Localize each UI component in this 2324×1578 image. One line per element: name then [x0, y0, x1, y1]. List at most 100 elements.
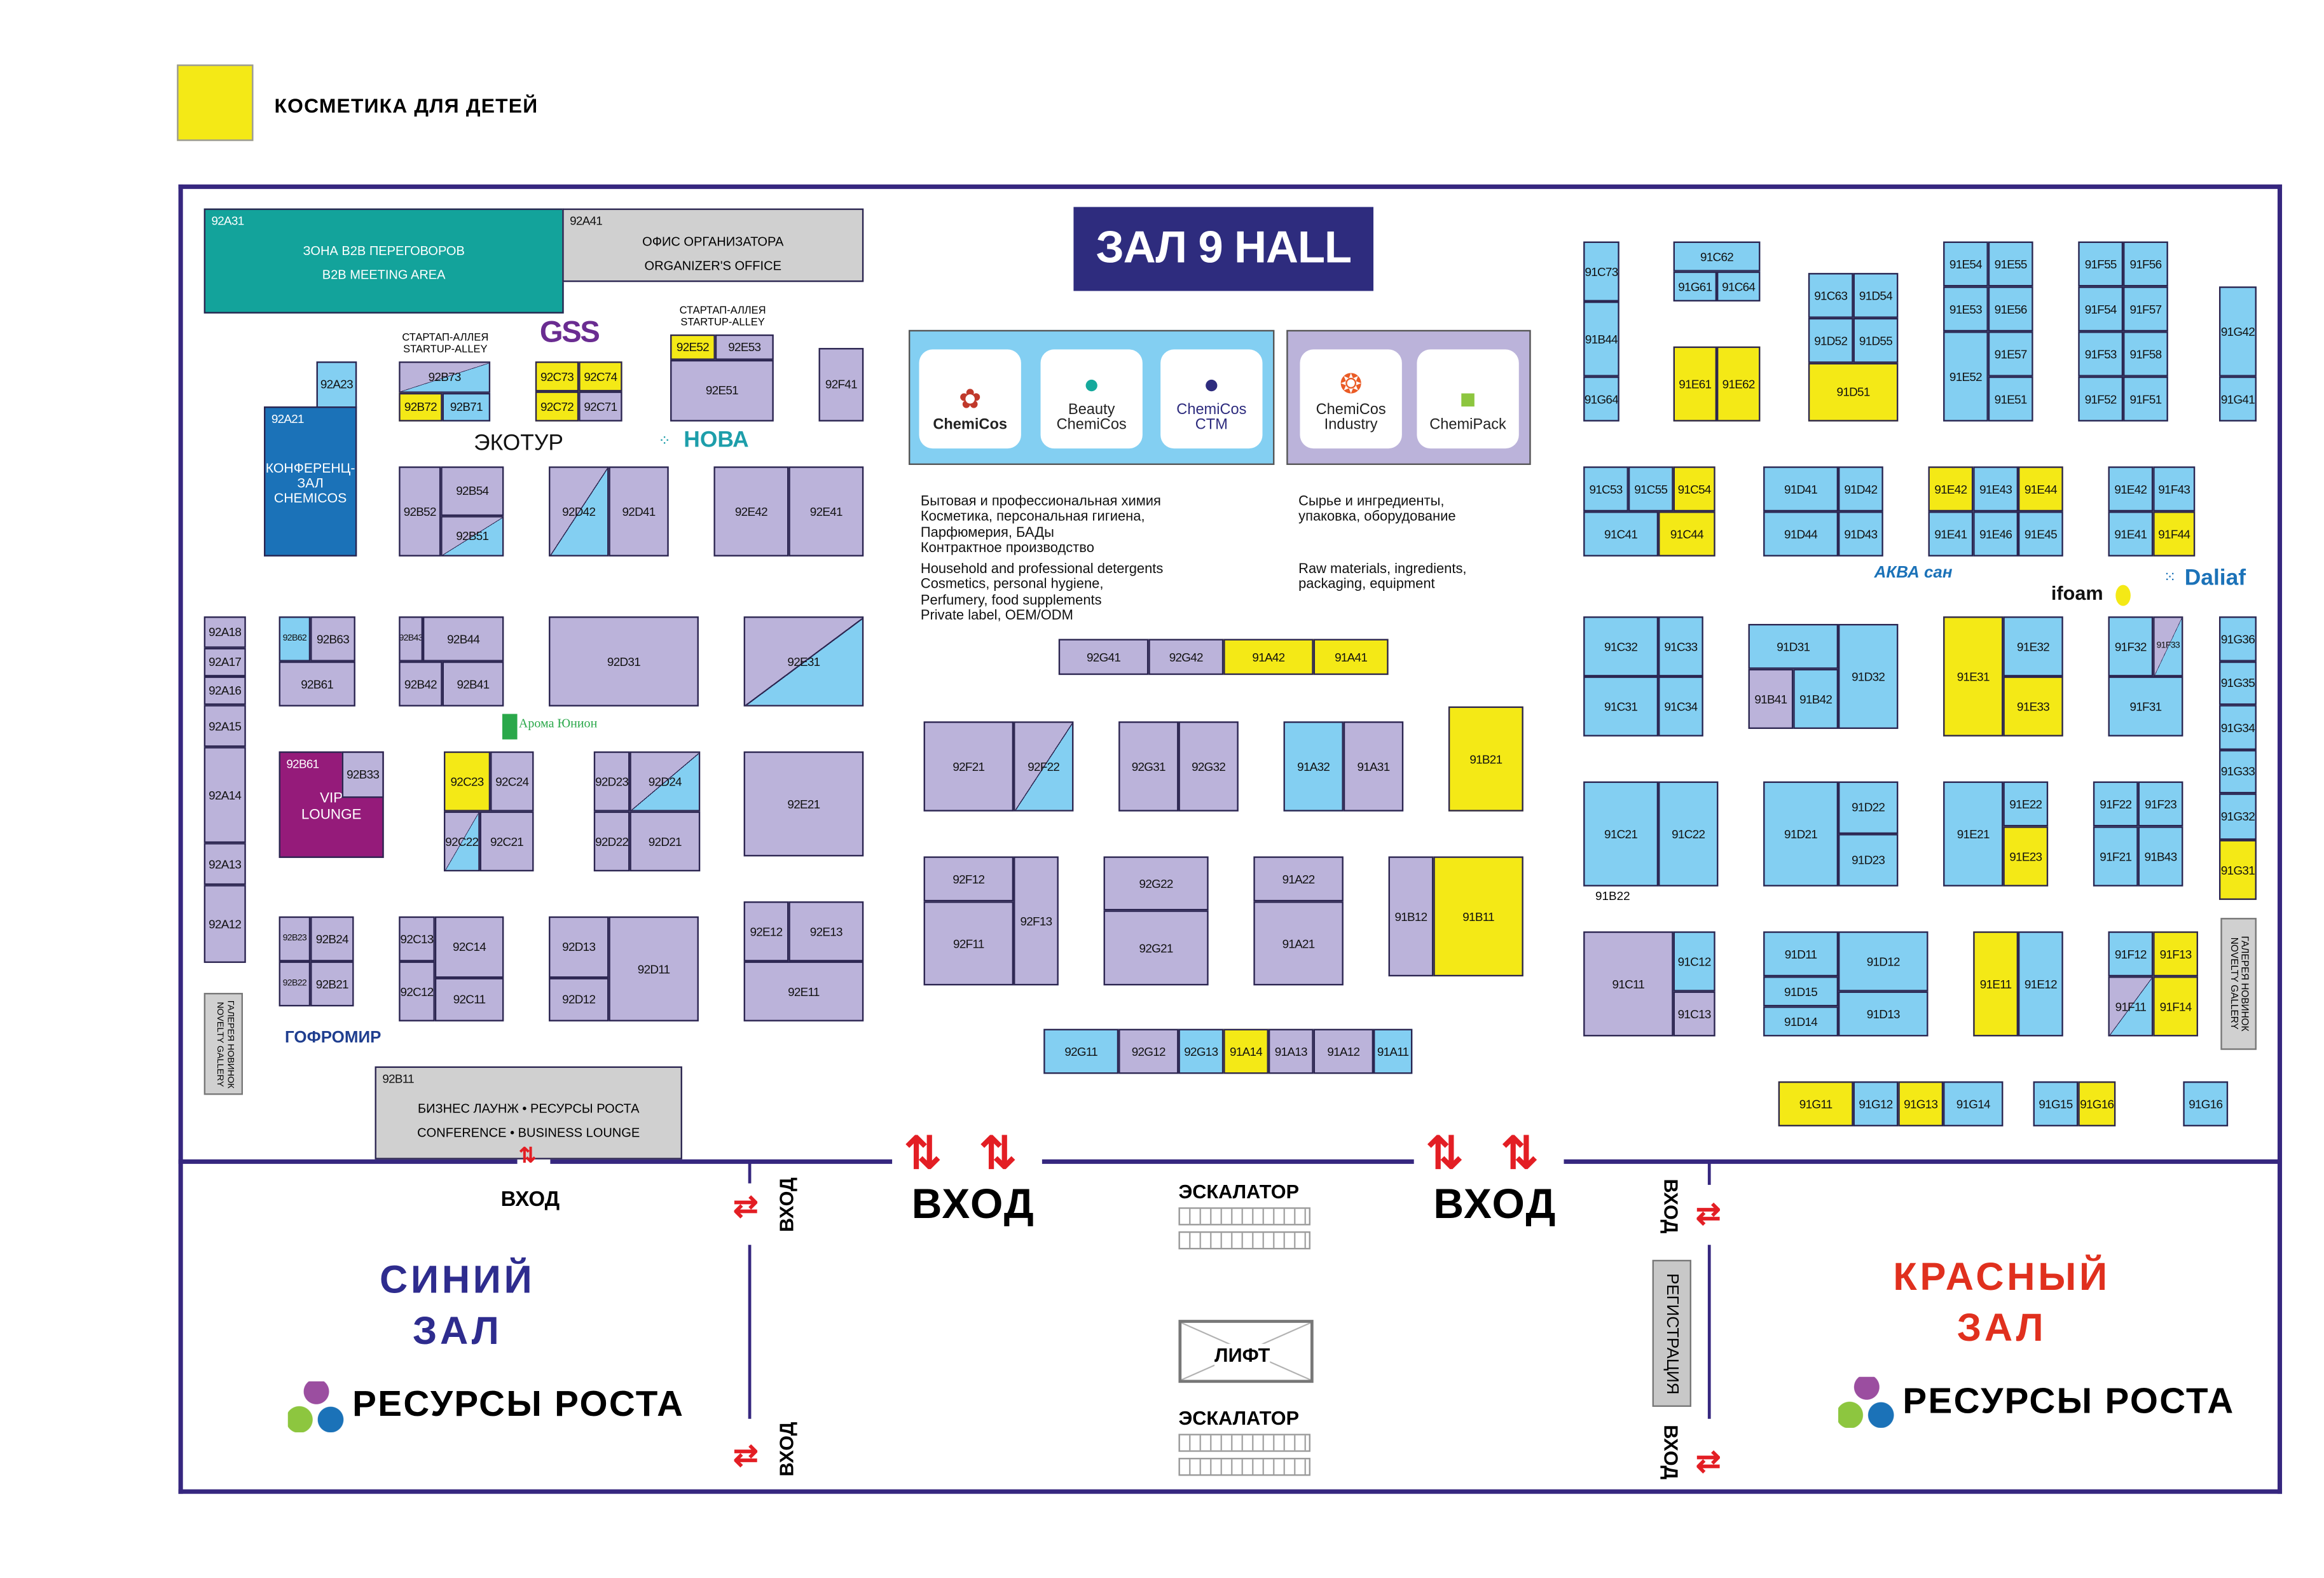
booth-91F57[interactable]: 91F57 — [2123, 286, 2168, 332]
logo-nova[interactable]: НОВА — [684, 427, 749, 453]
booth-91C22[interactable]: 91C22 — [1658, 781, 1719, 887]
booth-91A21[interactable]: 91A21 — [1253, 901, 1344, 986]
side-entrance-label[interactable]: ВХОД — [775, 1177, 798, 1233]
booth-92E11[interactable]: 92E11 — [743, 961, 864, 1021]
booth-91F53[interactable]: 91F53 — [2078, 331, 2124, 377]
booth-92F22[interactable]: 92F22 — [1014, 721, 1074, 812]
booth-91D32[interactable]: 91D32 — [1838, 623, 1899, 730]
booth-92B23[interactable]: 92B23 — [278, 916, 311, 962]
novelty-gallery[interactable]: ГАЛЕРЕЯ НОВИНОК NOVELTY GALLERY — [203, 993, 244, 1095]
side-entrance-label[interactable]: ВХОД — [775, 1422, 798, 1477]
booth-91F52[interactable]: 91F52 — [2078, 376, 2124, 422]
booth-92D24[interactable]: 92D24 — [629, 751, 701, 812]
booth-91E51[interactable]: 91E51 — [1988, 376, 2033, 422]
booth-91G11[interactable]: 91G11 — [1778, 1081, 1853, 1126]
booth-91B21[interactable]: 91B21 — [1448, 706, 1523, 812]
booth-91D11[interactable]: 91D11 — [1763, 931, 1839, 977]
entrance-label[interactable]: ВХОД — [500, 1186, 560, 1210]
booth-92D23[interactable]: 92D23 — [593, 751, 630, 812]
booth-91C33[interactable]: 91C33 — [1658, 616, 1703, 677]
booth-92G12[interactable]: 92G12 — [1118, 1028, 1179, 1074]
booth-91E52[interactable]: 91E52 — [1943, 331, 1988, 422]
booth-91E56[interactable]: 91E56 — [1988, 286, 2033, 332]
booth-91D31[interactable]: 91D31 — [1748, 623, 1839, 669]
booth-91E53[interactable]: 91E53 — [1943, 286, 1988, 332]
booth-92B43[interactable]: 92B43 — [399, 616, 423, 661]
booth-91C11[interactable]: 91C11 — [1583, 931, 1674, 1037]
booth-91F56[interactable]: 91F56 — [2123, 241, 2168, 287]
booth-92E51[interactable]: 92E51 — [670, 359, 774, 422]
booth-91D22[interactable]: 91D22 — [1838, 781, 1899, 834]
booth-91E62[interactable]: 91E62 — [1717, 346, 1761, 422]
booth-91E11[interactable]: 91E11 — [1973, 931, 2019, 1037]
booth-91C53[interactable]: 91C53 — [1583, 466, 1628, 512]
brand-card[interactable]: ■ ChemiPack — [1417, 349, 1519, 449]
booth-91E43[interactable]: 91E43 — [1973, 466, 2019, 512]
booth-91A13[interactable]: 91A13 — [1268, 1028, 1314, 1074]
booth-91E54[interactable]: 91E54 — [1943, 241, 1988, 287]
booth-91G16[interactable]: 91G16 — [2183, 1081, 2229, 1126]
booth-92A17[interactable]: 92A17 — [203, 647, 246, 677]
booth-92B41[interactable]: 92B41 — [442, 661, 504, 707]
booth-91F55[interactable]: 91F55 — [2078, 241, 2124, 287]
booth-91G42[interactable]: 91G42 — [2218, 286, 2257, 377]
booth-92C13[interactable]: 92C13 — [399, 916, 435, 962]
booth-91F22[interactable]: 91F22 — [2093, 781, 2138, 827]
booth-91E42[interactable]: 91E42 — [2108, 466, 2154, 512]
booth-92D13[interactable]: 92D13 — [549, 916, 609, 978]
booth-91B12[interactable]: 91B12 — [1388, 856, 1434, 977]
booth-91D51[interactable]: 91D51 — [1808, 363, 1899, 422]
booth-92F41[interactable]: 92F41 — [818, 348, 864, 422]
booth-92D12[interactable]: 92D12 — [549, 978, 609, 1021]
booth-91C41[interactable]: 91C41 — [1583, 511, 1659, 557]
booth-91A31[interactable]: 91A31 — [1343, 721, 1404, 812]
booth-92B63[interactable]: 92B63 — [310, 616, 355, 661]
booth-91E12[interactable]: 91E12 — [2018, 931, 2063, 1037]
booth-92C12[interactable]: 92C12 — [399, 961, 435, 1021]
booth-91G32[interactable]: 91G32 — [2218, 793, 2257, 840]
booth-92B54[interactable]: 92B54 — [441, 466, 504, 516]
booth-92B61[interactable]: 92B61 — [278, 661, 355, 707]
booth-92B71[interactable]: 92B71 — [442, 392, 491, 422]
booth-91D15[interactable]: 91D15 — [1763, 976, 1839, 1007]
booth-92D42[interactable]: 92D42 — [549, 466, 609, 557]
booth-91F13[interactable]: 91F13 — [2153, 931, 2198, 977]
booth-91C62[interactable]: 91C62 — [1673, 241, 1761, 272]
booth-91G15[interactable]: 91G15 — [2033, 1081, 2079, 1126]
booth-92G42[interactable]: 92G42 — [1148, 639, 1224, 675]
booth-92E13[interactable]: 92E13 — [788, 901, 864, 962]
booth-92C23[interactable]: 92C23 — [443, 751, 491, 812]
booth-92D41[interactable]: 92D41 — [609, 466, 669, 557]
booth-92A16[interactable]: 92A16 — [203, 676, 246, 705]
booth-92G21[interactable]: 92G21 — [1103, 910, 1209, 986]
booth-91F44[interactable]: 91F44 — [2153, 511, 2196, 557]
novelty-gallery[interactable]: ГАЛЕРЕЯ НОВИНОК NOVELTY GALLERY — [2220, 918, 2257, 1050]
booth-91D13[interactable]: 91D13 — [1838, 991, 1929, 1037]
logo-ekotur[interactable]: ЭКОТУР — [474, 430, 563, 456]
booth-91G16[interactable]: 91G16 — [2078, 1081, 2116, 1126]
booth-92E12[interactable]: 92E12 — [743, 901, 789, 962]
booth-91E45[interactable]: 91E45 — [2018, 511, 2063, 557]
booth-92F13[interactable]: 92F13 — [1014, 856, 1059, 986]
booth-91F33[interactable]: 91F33 — [2153, 616, 2183, 677]
booth-92A21[interactable]: 92A21 КОНФЕРЕНЦ- ЗАЛ CHEMICOS — [264, 406, 357, 557]
booth-92F12[interactable]: 92F12 — [923, 856, 1014, 902]
booth-91D41[interactable]: 91D41 — [1763, 466, 1839, 512]
booth-91A32[interactable]: 91A32 — [1283, 721, 1344, 812]
booth-91E31[interactable]: 91E31 — [1943, 616, 2004, 737]
booth-92B51[interactable]: 92B51 — [441, 516, 504, 557]
booth-91C73[interactable]: 91C73 — [1583, 241, 1619, 301]
logo-aroma-union[interactable]: Арома Юнион — [518, 715, 598, 731]
booth-91B43[interactable]: 91B43 — [2138, 826, 2183, 887]
booth-91C31[interactable]: 91C31 — [1583, 676, 1659, 737]
booth-91E57[interactable]: 91E57 — [1988, 331, 2033, 377]
booth-91F31[interactable]: 91F31 — [2108, 676, 2183, 737]
booth-92B73[interactable]: 92B73 — [399, 361, 491, 393]
booth-92C22[interactable]: 92C22 — [443, 811, 480, 872]
booth-92E42[interactable]: 92E42 — [713, 466, 789, 557]
booth-92B24[interactable]: 92B24 — [310, 916, 354, 962]
booth-91G61[interactable]: 91G61 — [1673, 271, 1717, 301]
booth-91F21[interactable]: 91F21 — [2093, 826, 2138, 887]
booth-91C12[interactable]: 91C12 — [1673, 931, 1715, 992]
booth-91F51[interactable]: 91F51 — [2123, 376, 2168, 422]
